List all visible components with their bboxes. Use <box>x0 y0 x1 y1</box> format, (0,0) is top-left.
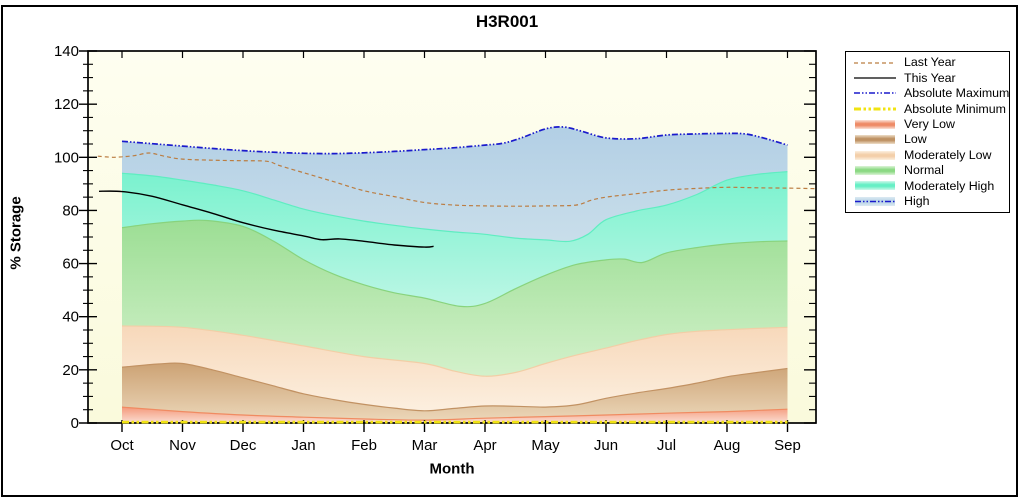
line-absolute-maximum <box>121 126 788 155</box>
band-very-low <box>122 407 788 423</box>
x-tick-label-jan: Jan <box>291 437 315 454</box>
line-this-year <box>98 190 434 248</box>
band-low <box>122 363 788 421</box>
x-tick-label-aug: Aug <box>714 437 741 454</box>
legend-absolute-maximum-swatch-icon <box>853 87 897 99</box>
legend-item-low: Low <box>853 132 1007 147</box>
legend-label: Moderately Low <box>904 147 992 162</box>
y-tick-label: 100 <box>54 149 79 166</box>
y-tick-label: 60 <box>62 256 79 273</box>
legend-label: Normal <box>904 163 944 178</box>
band-edge-moderately-low <box>121 325 788 377</box>
legend-label: Absolute Maximum <box>904 86 1010 101</box>
legend-item-absolute-maximum: Absolute Maximum <box>853 86 1010 101</box>
y-tick-label: 20 <box>62 362 79 379</box>
legend-item-high: High <box>853 194 1007 209</box>
x-tick-label-apr: Apr <box>473 437 496 454</box>
legend-low-swatch-icon <box>853 135 897 145</box>
x-tick-label-nov: Nov <box>169 437 196 454</box>
legend-label: This Year <box>904 70 956 85</box>
x-tick-label-feb: Feb <box>351 437 377 454</box>
percentile-bands <box>121 126 788 423</box>
legend-item-moderately-low: Moderately Low <box>853 148 1007 163</box>
band-edge-moderately-high <box>121 171 788 243</box>
legend-item-normal: Normal <box>853 163 1007 178</box>
y-axis-title: % Storage <box>7 196 25 270</box>
y-tick-label: 120 <box>54 96 79 113</box>
legend-item-absolute-minimum: Absolute Minimum <box>853 101 1007 116</box>
legend-high-swatch-icon <box>853 196 897 206</box>
legend-label: Last Year <box>904 55 956 70</box>
y-tick-label: 140 <box>54 43 79 60</box>
legend-label: High <box>904 194 930 208</box>
x-tick-label-jul: Jul <box>657 437 676 454</box>
legend-item-this-year: This Year <box>853 71 1007 86</box>
y-tick-label: 0 <box>71 415 79 432</box>
x-axis-title: Month <box>429 460 475 478</box>
legend-this-year-swatch-icon <box>853 72 897 84</box>
legend-label: Low <box>904 132 927 147</box>
legend-label: Absolute Minimum <box>904 101 1006 116</box>
legend-item-moderately-high: Moderately High <box>853 178 1007 193</box>
band-moderately-high <box>122 171 788 307</box>
x-tick-label-dec: Dec <box>230 437 257 454</box>
legend-moderately-low-swatch-icon <box>853 150 897 160</box>
legend-moderately-high-swatch-icon <box>853 181 897 191</box>
x-tick-label-mar: Mar <box>412 437 438 454</box>
legend-item-very-low: Very Low <box>853 117 1007 132</box>
band-high <box>122 126 788 242</box>
y-axis-ticks <box>79 50 816 424</box>
x-tick-label-may: May <box>531 437 560 454</box>
legend-item-last-year: Last Year <box>853 55 1007 70</box>
legend: Last Year This Year Absolute Maximum Absolu… <box>845 51 1010 213</box>
data-lines <box>97 126 815 424</box>
tick-labels: 0 20 40 60 80 100 120 140 Oct Nov Dec Jan Feb Mar Apr M… <box>54 43 801 454</box>
band-edge-very-low <box>121 406 788 421</box>
legend-label: Moderately High <box>904 178 995 193</box>
line-last-year <box>97 152 815 207</box>
x-tick-label-oct: Oct <box>110 437 134 454</box>
legend-absolute-minimum-swatch-icon <box>853 103 897 115</box>
chart-title: H3R001 <box>475 12 539 31</box>
band-edge-normal <box>121 219 788 308</box>
band-edge-low <box>121 362 788 412</box>
y-tick-label: 80 <box>62 202 79 219</box>
x-tick-label-sep: Sep <box>774 437 801 454</box>
legend-very-low-swatch-icon <box>853 119 897 129</box>
legend-label: Very Low <box>904 117 955 132</box>
y-tick-label: 40 <box>62 309 79 326</box>
legend-normal-swatch-icon <box>853 165 897 175</box>
x-tick-label-jun: Jun <box>594 437 618 454</box>
legend-last-year-swatch-icon <box>853 57 897 69</box>
